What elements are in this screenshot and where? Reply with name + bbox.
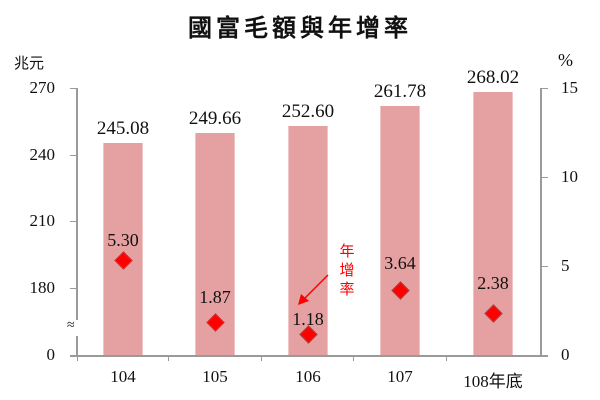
right-tick-15 [541,88,548,89]
bar-106 [288,126,328,355]
left-axis-unit: 兆元 [14,56,45,72]
category-label: 104 [110,367,136,386]
right-tick-label: 15 [561,78,578,97]
right-tick-label: 10 [561,167,578,186]
x-tick [446,355,447,361]
left-tick-label: 240 [29,145,56,164]
left-tick-270 [70,88,77,89]
left-tick-240 [70,155,77,156]
x-tick [168,355,169,361]
annotation-arrow-icon [298,274,329,305]
rate-value-label: 3.64 [384,253,416,273]
right-axis-unit: % [558,50,573,70]
bar-107 [380,106,420,355]
category-label: 108年底 [463,372,523,391]
left-tick-210 [70,221,77,222]
category-label: 107 [387,367,413,386]
bar-value-label: 261.78 [373,81,427,102]
x-tick [353,355,354,361]
x-axis-line [70,355,548,357]
left-tick-180 [70,288,77,289]
right-tick-10 [541,177,548,178]
left-axis-line-lower [76,336,78,357]
chart-title: 國富毛額與年增率 [188,14,412,42]
annotation-char: 年 [339,242,355,260]
bar-value-label: 245.08 [96,118,150,139]
axis-break-icon: ≈ [67,318,75,333]
rate-value-label: 1.87 [199,287,231,307]
rate-value-label: 2.38 [477,273,509,293]
bar-value-label: 268.02 [466,67,520,88]
bar-104 [103,143,143,355]
left-tick-label: 270 [29,78,56,97]
right-tick-5 [541,266,548,267]
annotation-label: 年 增 率 [337,242,357,299]
left-tick-label: 180 [29,278,56,297]
annotation-char: 增 [339,261,355,279]
annotation-char: 率 [339,280,355,298]
x-tick [261,355,262,361]
left-axis-line [76,88,78,320]
rate-value-label: 1.18 [292,309,324,329]
bar-value-label: 249.66 [188,108,242,129]
left-tick-label: 0 [46,345,56,364]
right-axis-line [540,88,542,357]
left-tick-label: 210 [29,211,56,230]
right-tick-label: 0 [561,345,570,364]
category-label: 106 [295,367,321,386]
x-tick [77,355,78,361]
bar-value-label: 252.60 [281,101,335,122]
category-label: 105 [202,367,228,386]
rate-value-label: 5.30 [107,230,139,250]
right-tick-label: 5 [561,256,570,275]
